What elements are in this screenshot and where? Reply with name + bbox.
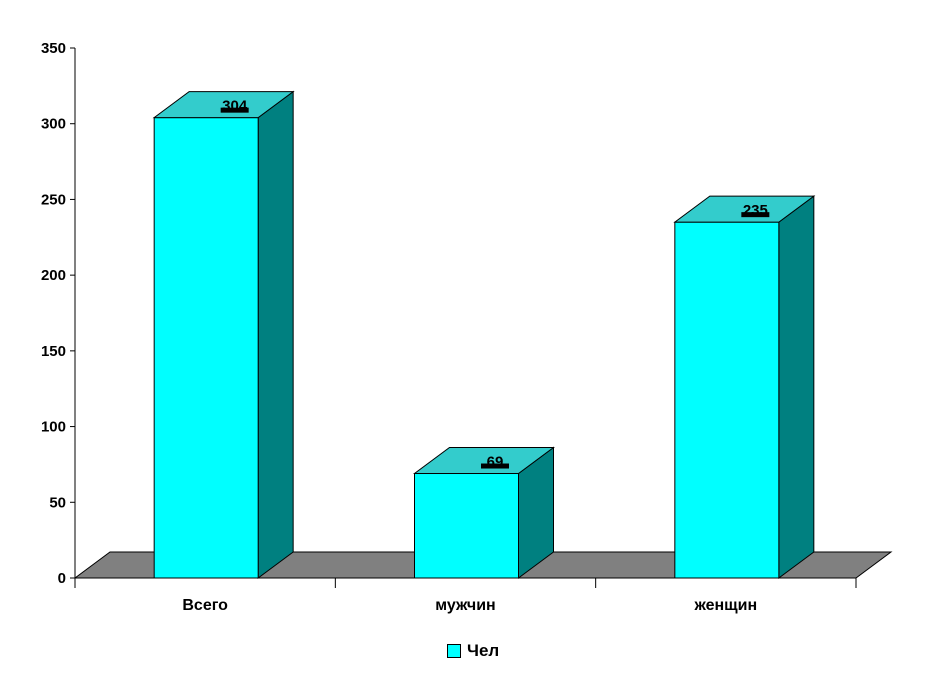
- category-label: женщин: [693, 597, 757, 614]
- legend-label: Чел: [467, 641, 500, 660]
- bar-top: [412, 447, 556, 475]
- y-tick-label: 50: [49, 494, 66, 511]
- bar-front: [414, 473, 519, 579]
- y-axis-ticks: 0 50 100 150 200 250 300 350: [41, 40, 75, 587]
- bar-top: [673, 195, 816, 223]
- bar-side: [257, 90, 294, 579]
- legend-swatch: [447, 644, 461, 658]
- bar: 69: [412, 446, 556, 579]
- data-label-marker: [220, 107, 249, 113]
- bar-top: [152, 91, 295, 119]
- data-label: 304: [222, 98, 248, 115]
- category-label: Всего: [182, 597, 228, 614]
- data-label-marker: [481, 463, 509, 469]
- y-tick-label: 350: [41, 40, 66, 57]
- category-label: мужчин: [435, 597, 495, 614]
- data-label-marker: [741, 212, 770, 218]
- data-label: 69: [487, 454, 504, 471]
- y-tick-label: 0: [58, 570, 66, 587]
- data-label: 235: [743, 202, 768, 219]
- y-tick-label: 250: [41, 191, 66, 208]
- bars: 304 69 235: [152, 90, 816, 579]
- x-axis-labels: Всего мужчин женщин: [74, 578, 857, 614]
- bar-side: [778, 195, 815, 579]
- bar-front: [153, 117, 259, 579]
- y-tick-label: 200: [41, 267, 66, 284]
- legend: Чел: [447, 641, 499, 661]
- bar-front: [674, 221, 780, 579]
- y-tick-label: 150: [41, 343, 66, 360]
- bar: 304: [152, 90, 295, 579]
- y-tick-label: 100: [41, 419, 66, 436]
- bar: 235: [673, 195, 816, 579]
- y-tick-label: 300: [41, 116, 66, 133]
